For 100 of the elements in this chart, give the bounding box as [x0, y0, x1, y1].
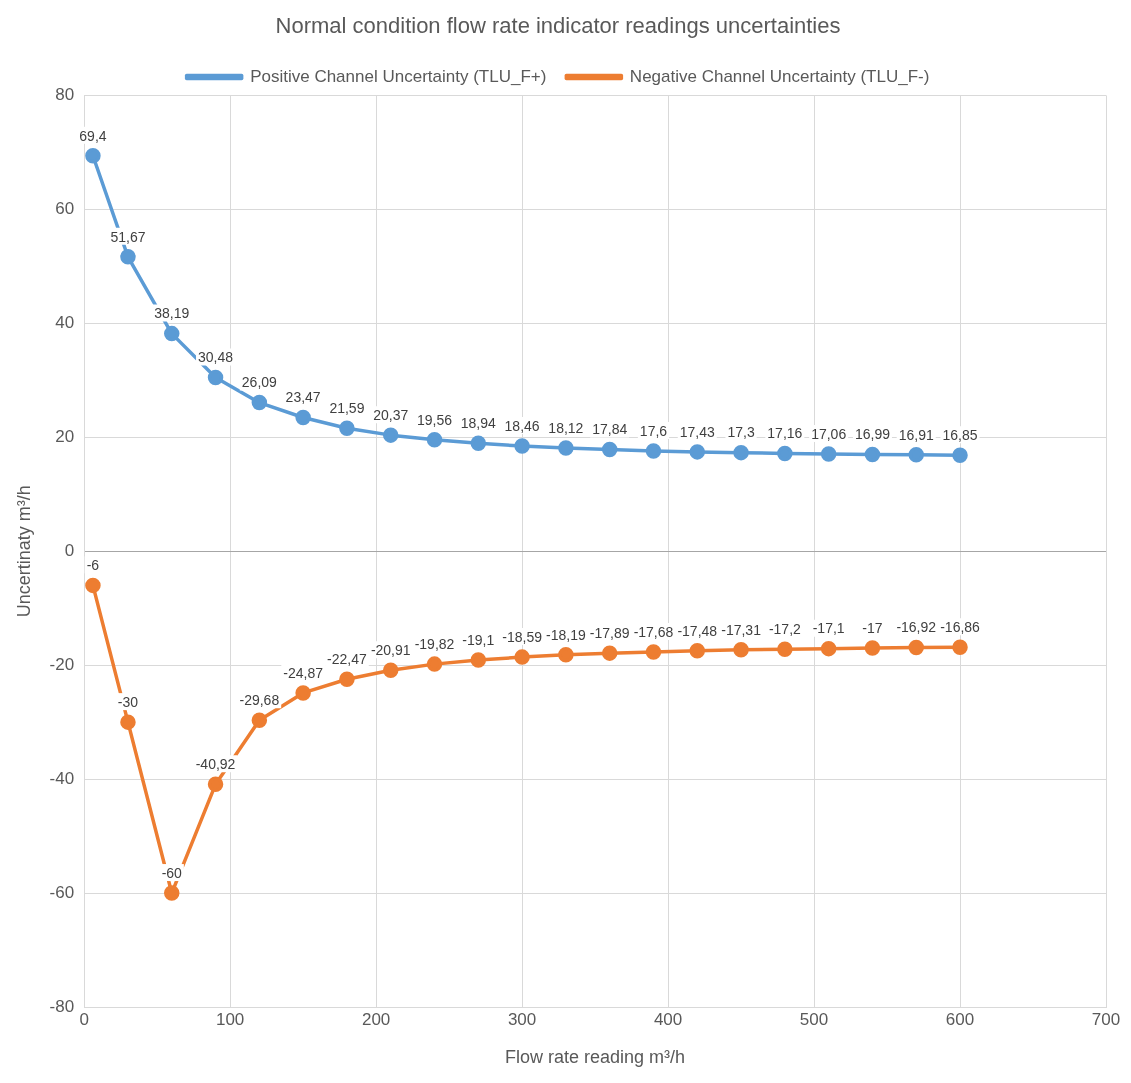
data-label: -17,68: [633, 623, 674, 640]
x-tick-label: 0: [79, 1009, 89, 1029]
data-label: 21,59: [329, 400, 365, 417]
point: [470, 652, 487, 668]
point: [251, 394, 268, 411]
point: [85, 577, 101, 594]
x-tick-label: 400: [653, 1009, 683, 1029]
point: [120, 249, 136, 265]
data-label: 17,16: [767, 425, 803, 442]
point: [645, 644, 662, 660]
data-label: 17,3: [727, 424, 755, 441]
data-label: 17,43: [679, 423, 715, 440]
legend-label: Negative Channel Uncertainty (TLU_F-): [629, 66, 930, 86]
data-label: 51,67: [110, 228, 146, 245]
data-label: -24,87: [283, 664, 324, 681]
point: [908, 447, 924, 463]
data-label: 26,09: [241, 374, 278, 391]
point: [733, 444, 749, 461]
point: [645, 443, 662, 459]
chart-title: Normal condition flow rate indicator readings uncertainties: [275, 13, 841, 39]
y-tick-label: -40: [49, 768, 75, 788]
data-label: 17,84: [592, 421, 628, 438]
data-label: -17,89: [589, 624, 630, 641]
y-tick-label: -60: [49, 882, 75, 902]
point: [295, 685, 311, 701]
data-label: -30: [117, 693, 139, 710]
point: [207, 369, 224, 386]
data-label: 17,06: [811, 425, 847, 442]
point: [558, 440, 574, 456]
data-label: -17,2: [768, 621, 802, 638]
data-label: -16,92: [896, 619, 937, 636]
y-tick-label: -80: [49, 996, 75, 1016]
data-label: -29,68: [239, 692, 280, 709]
point: [164, 885, 180, 901]
point: [952, 447, 968, 463]
point: [339, 420, 355, 436]
y-axis-title: Uncertinaty m³/h: [13, 485, 34, 618]
y-tick-label: 20: [55, 426, 75, 446]
y-tick-label: 0: [64, 540, 75, 560]
data-label: -6: [86, 557, 100, 574]
y-tick-label: -20: [49, 654, 75, 674]
point: [164, 325, 180, 342]
data-label: -40,92: [195, 756, 236, 773]
point: [514, 438, 530, 454]
point: [251, 712, 268, 729]
data-label: 30,48: [198, 349, 234, 366]
data-label: 18,46: [504, 417, 540, 434]
point: [514, 649, 530, 665]
data-label: 38,19: [154, 305, 190, 322]
point: [426, 656, 443, 672]
x-tick-label: 600: [945, 1009, 975, 1029]
point: [601, 441, 618, 458]
data-label: 18,94: [460, 415, 497, 432]
data-label: -16,86: [940, 619, 981, 636]
point: [382, 662, 399, 679]
point: [470, 435, 487, 452]
x-tick-label: 200: [361, 1009, 391, 1029]
point: [864, 446, 881, 463]
data-label: -60: [161, 864, 183, 881]
point: [820, 640, 837, 657]
data-label: 16,91: [898, 426, 934, 443]
data-label: 17,6: [639, 422, 668, 439]
point: [85, 148, 101, 164]
data-label: 19,56: [416, 411, 453, 428]
point: [908, 639, 924, 656]
data-label: 18,12: [548, 419, 584, 436]
point: [733, 642, 749, 658]
data-label: -18,19: [546, 626, 586, 643]
x-tick-label: 100: [215, 1009, 245, 1029]
legend-label: Positive Channel Uncertainty (TLU_F+): [250, 66, 547, 86]
data-label: 23,47: [285, 389, 321, 406]
y-tick-label: 80: [55, 85, 75, 105]
point: [207, 776, 224, 793]
y-tick-label: 40: [55, 312, 75, 332]
data-label: 16,99: [854, 426, 891, 443]
point: [689, 643, 706, 659]
point: [777, 641, 793, 657]
data-label: 69,4: [79, 127, 107, 144]
data-label: -17,1: [812, 620, 845, 637]
data-label: -19,1: [462, 631, 495, 648]
point: [295, 409, 311, 426]
x-tick-label: 300: [507, 1009, 537, 1029]
point: [864, 640, 881, 656]
x-tick-label: 700: [1091, 1009, 1121, 1029]
point: [120, 714, 136, 730]
data-label: 20,37: [373, 407, 409, 423]
data-label: -22,47: [327, 651, 367, 668]
point: [689, 444, 706, 460]
point: [777, 445, 793, 462]
point: [558, 647, 574, 663]
point: [952, 639, 968, 656]
point: [426, 432, 443, 448]
x-axis-title: Flow rate reading m³/h: [505, 1047, 686, 1068]
point: [339, 671, 355, 687]
y-tick-label: 60: [55, 199, 75, 219]
data-label: -18,59: [502, 628, 543, 645]
point: [820, 446, 837, 462]
point: [382, 427, 399, 443]
data-label: -19,82: [414, 635, 455, 652]
point: [601, 645, 618, 661]
